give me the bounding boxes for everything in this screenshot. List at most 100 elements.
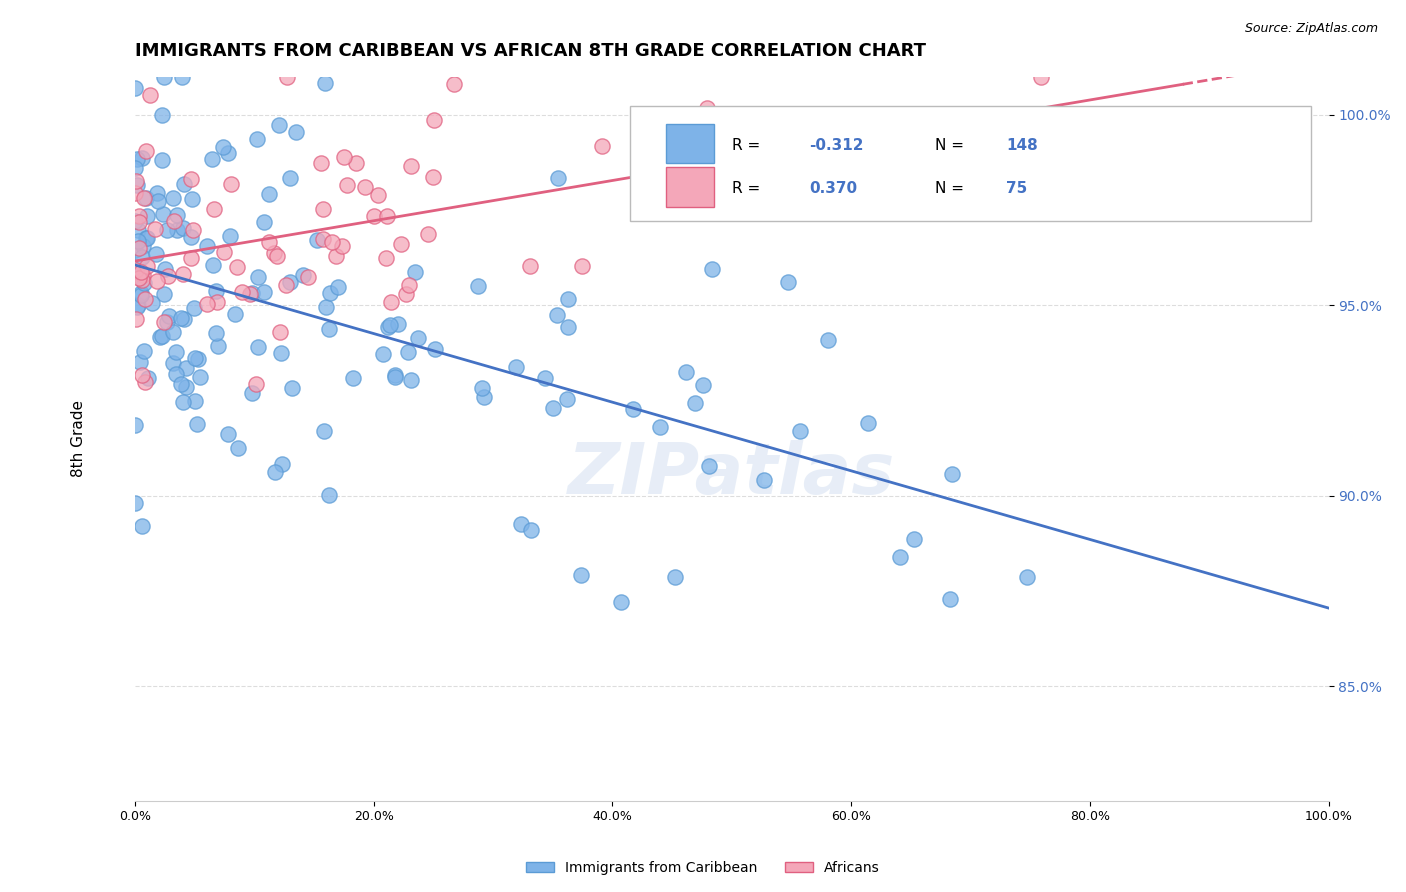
Text: Source: ZipAtlas.com: Source: ZipAtlas.com [1244,22,1378,36]
Immigrants from Caribbean [172,395,194,409]
Immigrants from Caribbean [124,161,146,176]
Africans [139,87,162,102]
Immigrants from Caribbean [547,170,569,185]
Immigrants from Caribbean [153,287,176,301]
Immigrants from Caribbean [125,178,148,192]
Immigrants from Caribbean [150,153,173,167]
Africans [143,221,166,235]
Africans [163,214,186,228]
Text: ZIPatlas: ZIPatlas [568,441,896,509]
Text: 148: 148 [1007,138,1038,153]
Africans [311,202,333,216]
Immigrants from Caribbean [173,311,195,326]
Africans [655,125,678,139]
Immigrants from Caribbean [307,233,329,247]
Y-axis label: 8th Grade: 8th Grade [72,401,86,477]
Text: R =: R = [731,138,765,153]
Immigrants from Caribbean [135,231,157,245]
Immigrants from Caribbean [278,170,301,185]
Immigrants from Caribbean [125,301,148,315]
Immigrants from Caribbean [187,352,209,367]
Immigrants from Caribbean [145,246,167,260]
Africans [312,232,335,246]
Africans [321,235,343,249]
Immigrants from Caribbean [253,215,276,229]
Immigrants from Caribbean [197,239,219,253]
Africans [136,260,159,274]
Immigrants from Caribbean [270,346,292,360]
Africans [344,156,367,170]
Text: -0.312: -0.312 [810,138,863,153]
Africans [180,172,202,186]
Immigrants from Caribbean [224,307,246,321]
Africans [263,245,285,260]
Africans [202,202,225,216]
Immigrants from Caribbean [184,351,207,365]
Immigrants from Caribbean [184,394,207,409]
Immigrants from Caribbean [246,131,269,145]
Immigrants from Caribbean [267,118,290,132]
Immigrants from Caribbean [135,209,157,223]
Immigrants from Caribbean [166,223,188,237]
Africans [156,269,179,284]
Africans [380,295,402,310]
Immigrants from Caribbean [621,402,644,417]
Immigrants from Caribbean [399,373,422,387]
Immigrants from Caribbean [648,420,671,434]
Immigrants from Caribbean [157,309,180,323]
Immigrants from Caribbean [534,371,557,385]
Immigrants from Caribbean [423,342,446,356]
Immigrants from Caribbean [697,458,720,473]
Immigrants from Caribbean [125,152,148,166]
Immigrants from Caribbean [664,570,686,584]
Africans [443,77,465,91]
Africans [128,209,150,223]
Africans [571,259,593,273]
Africans [180,252,202,266]
Immigrants from Caribbean [172,220,194,235]
Immigrants from Caribbean [174,361,197,376]
Immigrants from Caribbean [903,532,925,546]
Immigrants from Caribbean [134,277,156,291]
Africans [353,180,375,194]
Immigrants from Caribbean [132,238,155,252]
Africans [132,268,155,282]
Africans [128,241,150,255]
Bar [666,124,714,163]
Immigrants from Caribbean [557,292,579,306]
Legend: Immigrants from Caribbean, Africans: Immigrants from Caribbean, Africans [520,855,886,880]
Immigrants from Caribbean [131,151,153,165]
Africans [325,250,347,264]
Immigrants from Caribbean [692,377,714,392]
Immigrants from Caribbean [889,549,911,564]
Immigrants from Caribbean [752,473,775,487]
Immigrants from Caribbean [180,229,202,244]
Immigrants from Caribbean [263,466,285,480]
Immigrants from Caribbean [131,250,153,264]
Africans [245,376,267,391]
Immigrants from Caribbean [292,268,315,282]
Immigrants from Caribbean [315,300,337,314]
Immigrants from Caribbean [150,108,173,122]
Immigrants from Caribbean [124,214,146,228]
Immigrants from Caribbean [318,488,340,502]
Africans [152,315,174,329]
Immigrants from Caribbean [150,329,173,343]
Immigrants from Caribbean [683,396,706,410]
Immigrants from Caribbean [505,359,527,374]
Immigrants from Caribbean [217,427,239,442]
Immigrants from Caribbean [124,417,146,432]
Immigrants from Caribbean [240,386,263,401]
Africans [367,187,389,202]
Immigrants from Caribbean [259,187,281,202]
Africans [696,101,718,115]
Immigrants from Caribbean [387,317,409,331]
Immigrants from Caribbean [396,344,419,359]
Immigrants from Caribbean [205,326,228,341]
Africans [212,244,235,259]
Immigrants from Caribbean [124,243,146,257]
Immigrants from Caribbean [557,320,579,334]
Immigrants from Caribbean [152,206,174,220]
Text: R =: R = [731,181,765,196]
FancyBboxPatch shape [630,105,1310,221]
